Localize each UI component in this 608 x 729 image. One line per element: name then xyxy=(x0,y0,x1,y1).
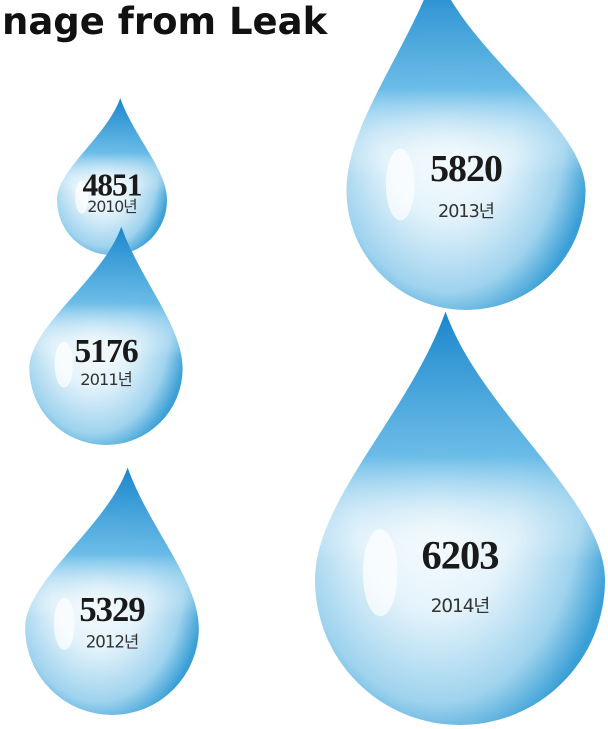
drop: 6203 2014년 xyxy=(315,311,605,725)
category-label: 2013년 xyxy=(438,202,494,222)
chart-title: nage from Leak xyxy=(2,0,329,43)
category-label: 2012년 xyxy=(86,632,139,651)
drop-shade xyxy=(57,98,167,255)
drop-highlight xyxy=(54,341,74,388)
drop-shade xyxy=(346,0,586,310)
drop-shade xyxy=(25,467,199,715)
value-label: 5329 xyxy=(79,590,145,629)
drop: 5820 2013년 xyxy=(346,0,586,310)
drop-highlight xyxy=(385,148,415,221)
value-label: 4851 xyxy=(83,168,142,203)
drop-highlight xyxy=(75,180,89,214)
drop: 5329 2012년 xyxy=(25,467,199,715)
value-label: 5176 xyxy=(74,333,137,370)
category-label: 2014년 xyxy=(431,596,490,617)
value-label: 6203 xyxy=(422,532,499,577)
category-label: 2010년 xyxy=(87,197,136,216)
drop-shade xyxy=(315,311,605,725)
value-label: 5820 xyxy=(430,148,502,190)
category-label: 2011년 xyxy=(80,370,131,389)
drop-highlight xyxy=(362,529,398,617)
drop-highlight xyxy=(53,597,75,650)
drop-shade xyxy=(29,226,183,445)
